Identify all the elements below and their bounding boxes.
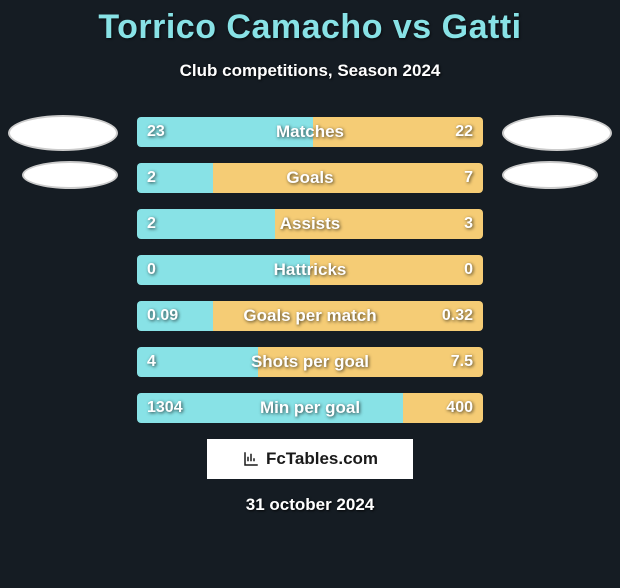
player2-value: 7.5 bbox=[451, 353, 473, 371]
player2-value: 7 bbox=[464, 169, 473, 187]
stat-label: Matches bbox=[276, 122, 344, 142]
player1-value: 2 bbox=[147, 215, 156, 233]
player2-club-logo-placeholder bbox=[502, 161, 598, 189]
player1-value: 23 bbox=[147, 123, 165, 141]
branding-badge: FcTables.com bbox=[207, 439, 413, 479]
stat-label: Goals per match bbox=[243, 306, 376, 326]
chart-icon bbox=[242, 450, 260, 468]
player1-value: 2 bbox=[147, 169, 156, 187]
player1-logo-placeholder bbox=[8, 115, 118, 151]
page-title: Torrico Camacho vs Gatti bbox=[0, 8, 620, 47]
branding-text: FcTables.com bbox=[266, 449, 378, 469]
player2-value: 22 bbox=[455, 123, 473, 141]
player2-bar-segment bbox=[213, 163, 483, 193]
player1-value: 0 bbox=[147, 261, 156, 279]
player2-value: 3 bbox=[464, 215, 473, 233]
player1-value: 1304 bbox=[147, 399, 183, 417]
stat-row: Shots per goal 4 7.5 bbox=[137, 347, 483, 377]
stat-label: Assists bbox=[280, 214, 340, 234]
date-label: 31 october 2024 bbox=[0, 495, 620, 515]
stat-row: Min per goal 1304 400 bbox=[137, 393, 483, 423]
stat-label: Hattricks bbox=[274, 260, 347, 280]
stat-row: Goals 2 7 bbox=[137, 163, 483, 193]
stat-row: Assists 2 3 bbox=[137, 209, 483, 239]
subtitle: Club competitions, Season 2024 bbox=[0, 61, 620, 81]
bars-container: Matches2322Goals27Assists23Hattricks00Go… bbox=[137, 117, 483, 423]
player1-club-logo-placeholder bbox=[22, 161, 118, 189]
comparison-chart: Matches2322Goals27Assists23Hattricks00Go… bbox=[0, 117, 620, 423]
player1-value: 4 bbox=[147, 353, 156, 371]
player1-value: 0.09 bbox=[147, 307, 178, 325]
player2-value: 0 bbox=[464, 261, 473, 279]
stat-label: Goals bbox=[286, 168, 333, 188]
stat-row: Goals per match 0.09 0.32 bbox=[137, 301, 483, 331]
stat-label: Shots per goal bbox=[251, 352, 369, 372]
player2-value: 0.32 bbox=[442, 307, 473, 325]
player1-bar-segment bbox=[137, 209, 275, 239]
stat-label: Min per goal bbox=[260, 398, 360, 418]
player2-value: 400 bbox=[446, 399, 473, 417]
player2-logo-placeholder bbox=[502, 115, 612, 151]
stat-row: Hattricks 0 0 bbox=[137, 255, 483, 285]
stat-row: Matches 23 22 bbox=[137, 117, 483, 147]
